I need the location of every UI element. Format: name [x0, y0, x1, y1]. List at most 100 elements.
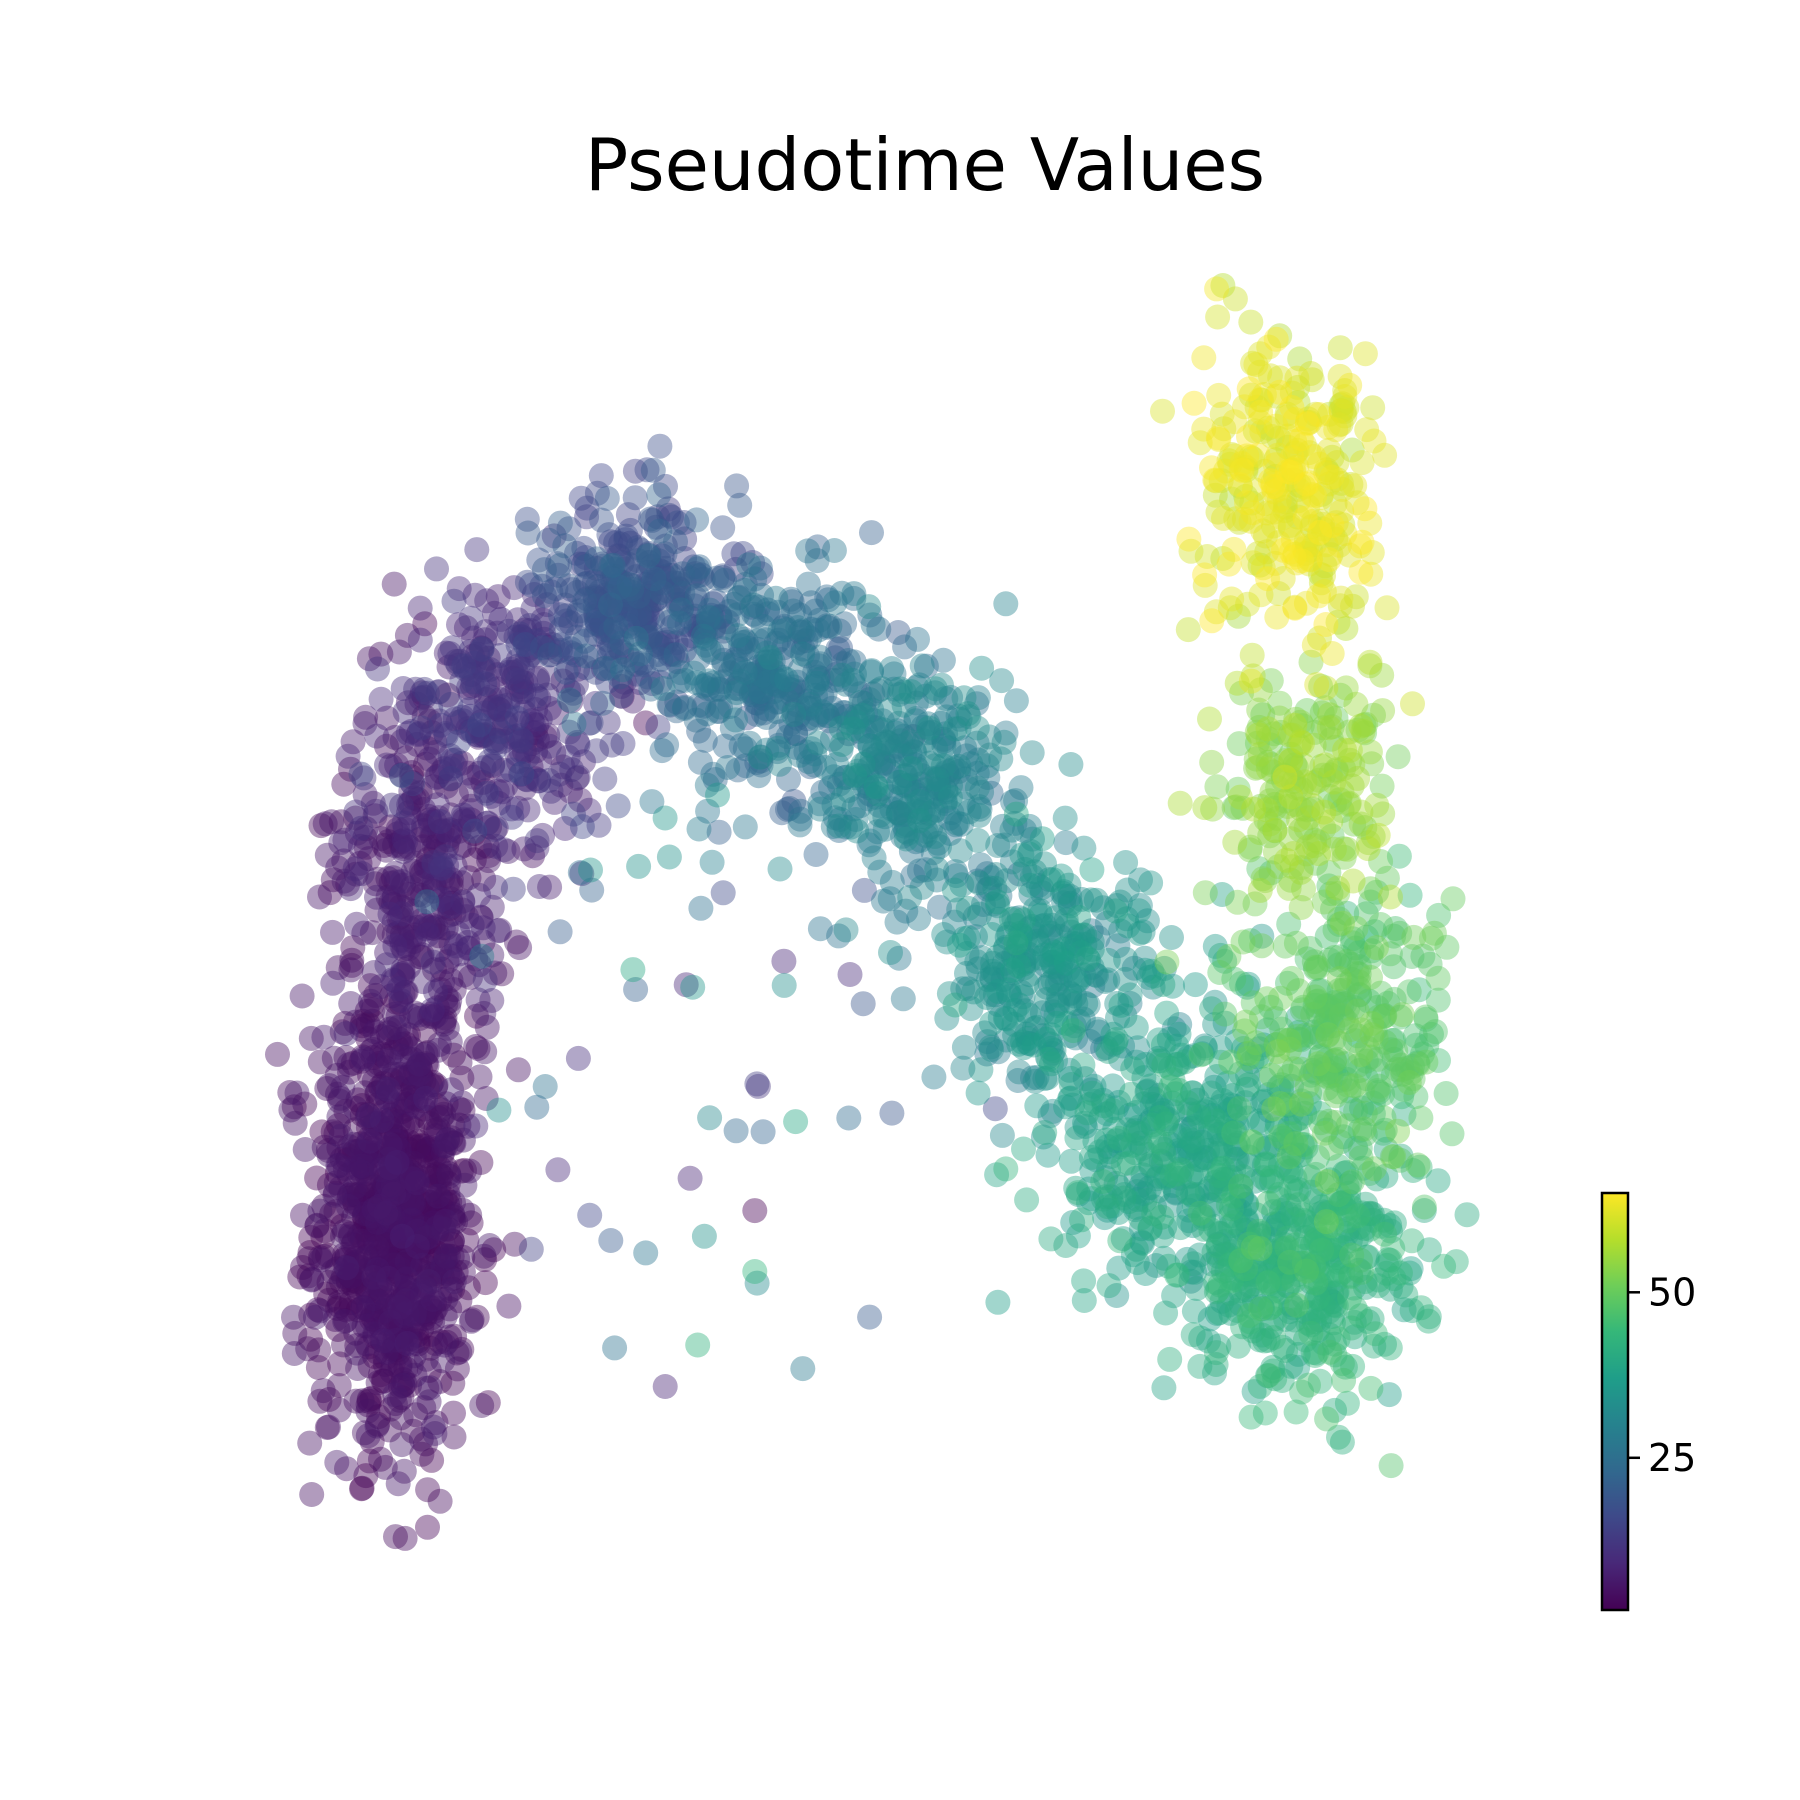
scatter-point [1002, 1022, 1028, 1048]
scatter-point [1057, 980, 1083, 1006]
scatter-point [979, 1037, 1005, 1062]
scatter-point [399, 760, 425, 785]
scatter-point [1199, 1102, 1225, 1128]
scatter-point [710, 647, 736, 673]
scatter-point [524, 835, 550, 861]
scatter-point [447, 648, 473, 674]
scatter-point [893, 826, 919, 852]
scatter-point [473, 778, 499, 804]
scatter-point [684, 670, 710, 696]
scatter-point [375, 1172, 401, 1198]
scatter-point [727, 668, 753, 694]
scatter-point [417, 1178, 443, 1204]
scatter-point [403, 1086, 429, 1112]
scatter-point [384, 1149, 410, 1175]
scatter-point [392, 699, 418, 725]
scatter-point [725, 623, 751, 649]
scatter-point [1063, 991, 1089, 1016]
scatter-point [424, 792, 450, 818]
scatter-point [437, 817, 463, 843]
scatter-point [787, 619, 813, 645]
scatter-point [385, 1313, 411, 1338]
scatter-point [413, 1225, 439, 1251]
scatter-point [857, 1304, 883, 1330]
scatter-point [382, 968, 407, 994]
scatter-point [368, 1238, 394, 1264]
scatter-point [411, 1201, 437, 1227]
scatter-point [643, 586, 669, 612]
scatter-point [584, 480, 610, 506]
scatter-point [681, 554, 707, 580]
scatter-point [454, 1227, 480, 1253]
scatter-point [387, 1220, 413, 1246]
scatter-point [405, 722, 431, 748]
scatter-point [677, 1165, 703, 1191]
scatter-point [982, 982, 1008, 1008]
scatter-point [976, 724, 1002, 750]
scatter-point [771, 972, 797, 998]
scatter-point [391, 1214, 417, 1239]
scatter-point [843, 709, 869, 735]
scatter-point [424, 1092, 450, 1118]
scatter-point [412, 1273, 438, 1299]
scatter-point [635, 543, 661, 569]
scatter-point [518, 635, 544, 661]
scatter-point [370, 1179, 396, 1205]
scatter-point [490, 728, 515, 754]
scatter-point [744, 690, 770, 716]
scatter-point [975, 765, 1001, 790]
scatter-point [428, 852, 453, 878]
scatter-point [902, 739, 928, 765]
scatter-point [806, 607, 832, 633]
scatter-point [1024, 928, 1050, 954]
scatter-point [853, 700, 879, 726]
scatter-point [413, 1041, 439, 1067]
scatter-point [350, 1139, 376, 1165]
scatter-point [652, 805, 678, 831]
scatter-point [387, 1354, 413, 1380]
scatter-point [442, 753, 468, 779]
scatter-point [583, 690, 609, 716]
scatter-point [1296, 1372, 1321, 1398]
scatter-point [1396, 1070, 1422, 1095]
scatter-point [857, 733, 883, 759]
scatter-point [364, 1221, 390, 1247]
scatter-point [609, 683, 635, 709]
scatter-point [582, 584, 608, 610]
scatter-point [392, 1303, 418, 1329]
scatter-point [797, 625, 823, 651]
scatter-point [671, 510, 697, 535]
scatter-point [399, 1181, 425, 1207]
scatter-point [657, 692, 683, 718]
scatter-point [522, 719, 548, 745]
scatter-point [354, 1210, 380, 1235]
scatter-point [664, 587, 690, 613]
scatter-point [386, 639, 412, 665]
scatter-point [1153, 1300, 1179, 1326]
scatter-point [370, 1076, 396, 1102]
scatter-point [579, 877, 605, 903]
scatter-point [822, 805, 848, 831]
scatter-point [375, 1085, 400, 1111]
scatter-point [636, 593, 662, 619]
scatter-point [412, 1191, 438, 1217]
scatter-point [475, 672, 501, 698]
scatter-point [783, 721, 809, 746]
scatter-point [1108, 992, 1134, 1018]
scatter-point [388, 1154, 414, 1180]
scatter-point [416, 1224, 441, 1250]
scatter-point [312, 811, 338, 837]
scatter-point [347, 833, 373, 859]
scatter-point [706, 676, 732, 702]
scatter-point [408, 1278, 434, 1303]
scatter-point [931, 726, 957, 752]
scatter-point [309, 1119, 335, 1145]
scatter-point [355, 1278, 381, 1304]
scatter-point [1235, 1062, 1261, 1088]
scatter-point [1136, 964, 1162, 990]
scatter-point [596, 598, 622, 624]
scatter-point [461, 821, 487, 847]
scatter-point [1339, 1242, 1365, 1268]
scatter-point [892, 763, 918, 789]
scatter-point [390, 981, 416, 1007]
